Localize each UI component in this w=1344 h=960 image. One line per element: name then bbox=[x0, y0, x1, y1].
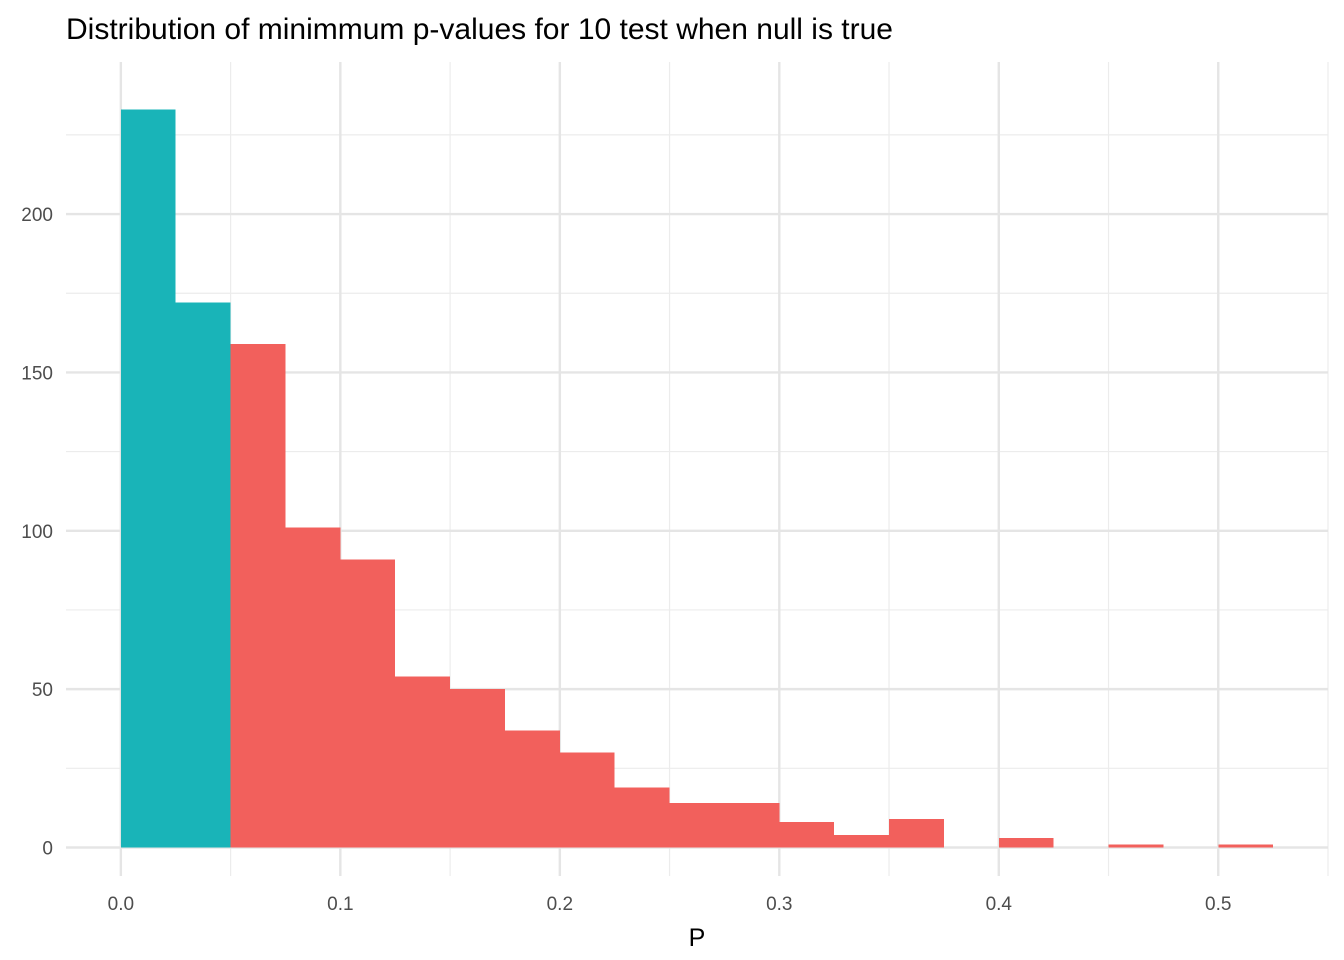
histogram-bar bbox=[340, 559, 396, 848]
histogram-bar bbox=[395, 676, 451, 848]
histogram-bar bbox=[230, 343, 286, 848]
histogram-bar bbox=[834, 834, 890, 848]
x-tick-label: 0.2 bbox=[547, 894, 573, 915]
histogram-bar bbox=[669, 803, 725, 848]
histogram-bar bbox=[1218, 844, 1274, 848]
histogram-bar bbox=[504, 730, 560, 848]
histogram-bar bbox=[120, 109, 176, 848]
y-tick-label: 50 bbox=[32, 680, 53, 701]
y-tick-label: 150 bbox=[21, 363, 53, 384]
histogram-bar bbox=[559, 752, 615, 848]
chart-title: Distribution of minimmum p-values for 10… bbox=[66, 13, 893, 46]
histogram-bar bbox=[724, 803, 780, 848]
y-tick-label: 100 bbox=[21, 522, 53, 543]
x-tick-label: 0.4 bbox=[986, 894, 1013, 915]
histogram-bar bbox=[175, 302, 231, 848]
histogram-bar bbox=[889, 818, 944, 848]
x-axis-title: P bbox=[689, 924, 706, 952]
x-tick-label: 0.1 bbox=[327, 894, 353, 915]
histogram-bar bbox=[779, 822, 835, 848]
y-tick-label: 0 bbox=[42, 838, 53, 859]
histogram-bar bbox=[614, 787, 670, 848]
histogram-bar bbox=[1108, 844, 1164, 848]
y-axis-tick-labels: 0 50 100 150 200 bbox=[21, 205, 53, 859]
x-axis-tick-labels: 0.0 0.1 0.2 0.3 0.4 0.5 bbox=[108, 894, 1232, 915]
histogram-bar bbox=[450, 689, 505, 848]
x-tick-label: 0.0 bbox=[108, 894, 134, 915]
x-tick-label: 0.5 bbox=[1205, 894, 1231, 915]
histogram-bars bbox=[120, 109, 1274, 848]
histogram-bar bbox=[998, 837, 1054, 848]
x-tick-label: 0.3 bbox=[766, 894, 792, 915]
y-tick-label: 200 bbox=[21, 205, 53, 226]
histogram-bar bbox=[285, 527, 341, 848]
